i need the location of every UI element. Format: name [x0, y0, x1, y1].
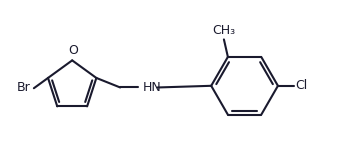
Text: HN: HN [142, 81, 161, 94]
Text: Br: Br [17, 81, 31, 94]
Text: Cl: Cl [295, 79, 308, 92]
Text: CH₃: CH₃ [212, 24, 236, 37]
Text: O: O [68, 44, 78, 57]
